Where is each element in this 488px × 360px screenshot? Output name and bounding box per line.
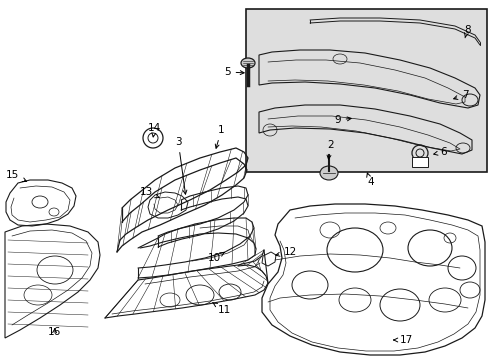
Text: 9: 9: [333, 115, 350, 125]
Bar: [245, 9, 486, 172]
Text: 1: 1: [215, 125, 224, 148]
Text: 12: 12: [275, 247, 297, 257]
Text: 8: 8: [463, 25, 469, 38]
Text: 15: 15: [6, 170, 26, 181]
Text: 7: 7: [453, 90, 468, 100]
Text: 6: 6: [433, 147, 446, 157]
Text: 2: 2: [326, 140, 333, 159]
Text: 10: 10: [207, 252, 224, 263]
Text: 5: 5: [224, 67, 244, 77]
Text: 16: 16: [48, 327, 61, 337]
Text: 4: 4: [366, 173, 373, 187]
Text: 13: 13: [140, 187, 159, 198]
Text: 11: 11: [212, 303, 231, 315]
Text: 14: 14: [148, 123, 161, 137]
Ellipse shape: [241, 58, 254, 68]
Bar: [411, 157, 427, 167]
Text: 17: 17: [393, 335, 412, 345]
Ellipse shape: [319, 166, 337, 180]
Text: 3: 3: [175, 137, 186, 194]
